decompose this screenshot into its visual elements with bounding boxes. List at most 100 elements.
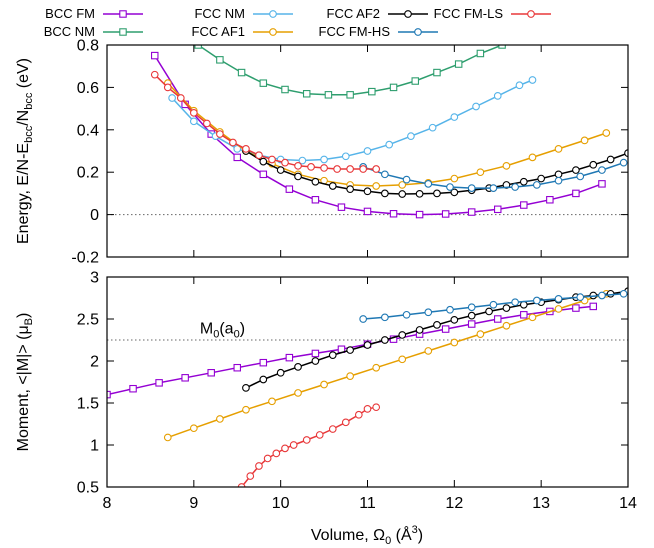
data-point [368,87,376,96]
series-line-fcc-nm [171,79,533,162]
data-point [315,431,324,439]
y-tick-label: 3 [90,270,99,287]
data-point [476,330,485,338]
data-point [528,313,537,322]
y-tick-label: 1 [90,438,99,455]
data-point [450,174,459,183]
data-point [328,182,337,190]
data-point [372,403,381,412]
data-point [150,70,159,79]
data-point [450,338,459,347]
data-point [407,132,415,141]
series-fcc-nm [168,76,537,165]
y-tick-label: 2 [90,354,99,371]
series-fcc-fm-ls [150,70,381,173]
legend-item-fcc-fm-ls: FCC FM-LS [434,6,551,21]
data-point [285,353,294,362]
data-point [415,189,424,198]
data-point [372,165,381,173]
y-tick-label: 0.8 [77,38,99,55]
data-point [554,170,563,179]
data-point [333,165,341,173]
data-point [259,170,268,179]
series-fcc-af1 [163,289,611,442]
data-point [519,177,528,186]
data-point [381,170,389,179]
data-point [259,79,268,87]
data-point [229,138,237,147]
x-tick-label: 11 [359,495,376,512]
data-point [346,185,354,194]
series-line-fcc-af1 [167,82,607,187]
y-tick-label: 0.4 [77,122,99,139]
data-point [155,379,163,387]
data-point [307,163,315,171]
series-fcc-fm-ls [237,403,381,487]
data-point [237,68,246,77]
data-point [498,45,506,49]
data-point [602,129,611,137]
data-point [242,384,250,392]
data-point [328,351,337,359]
data-point [363,207,372,216]
data-point [528,153,537,162]
legend-label: FCC NM [194,6,245,21]
data-point [203,119,211,128]
data-point [441,210,450,218]
data-point [589,302,598,311]
data-point [502,304,511,312]
data-point [268,155,276,164]
data-point [576,293,585,302]
data-point [619,158,628,167]
x-tick-label: 12 [445,495,463,512]
data-point [589,160,598,169]
data-point [381,336,389,344]
data-point [302,90,311,98]
x-tick-label: 8 [103,495,112,512]
data-point [476,168,485,177]
data-point [242,405,250,414]
legend-item-fcc-nm: FCC NM [194,6,293,21]
energy-plot-frame [106,44,629,258]
data-point [346,346,354,354]
moment-plot-frame [106,276,629,488]
y-tick-label: -0.2 [71,250,99,267]
legend-item-fcc-af1: FCC AF1 [192,24,293,39]
legend-swatch-marker [269,10,277,18]
data-point [472,102,480,111]
data-point [363,341,372,349]
data-point [511,183,519,191]
data-point [294,389,302,397]
data-point [233,153,242,162]
data-point [359,315,368,323]
data-point [467,184,476,192]
data-point [320,155,328,164]
legend-label: FCC AF1 [192,24,245,39]
data-point [502,181,511,189]
data-point [294,172,302,181]
data-point [294,363,302,371]
data-point [346,91,354,99]
data-point [598,166,606,174]
data-point [515,81,524,90]
data-point [216,130,224,138]
series-fcc-af2 [242,147,628,198]
data-point [359,165,368,173]
data-point [576,172,585,181]
data-point [450,315,459,324]
series-line-fcc-fm-ls [241,406,377,487]
x-tick-label: 14 [619,495,637,512]
legend-label: FCC AF2 [327,6,380,21]
data-point [324,91,333,99]
data-point [151,51,159,60]
data-point [341,152,350,161]
data-point [389,210,398,218]
data-point [537,174,546,183]
data-point [454,60,463,68]
data-point [281,444,289,453]
data-point [450,113,459,121]
data-point [546,196,554,204]
legend-swatch-marker [404,10,412,18]
data-point [467,311,476,320]
data-point [363,405,372,413]
